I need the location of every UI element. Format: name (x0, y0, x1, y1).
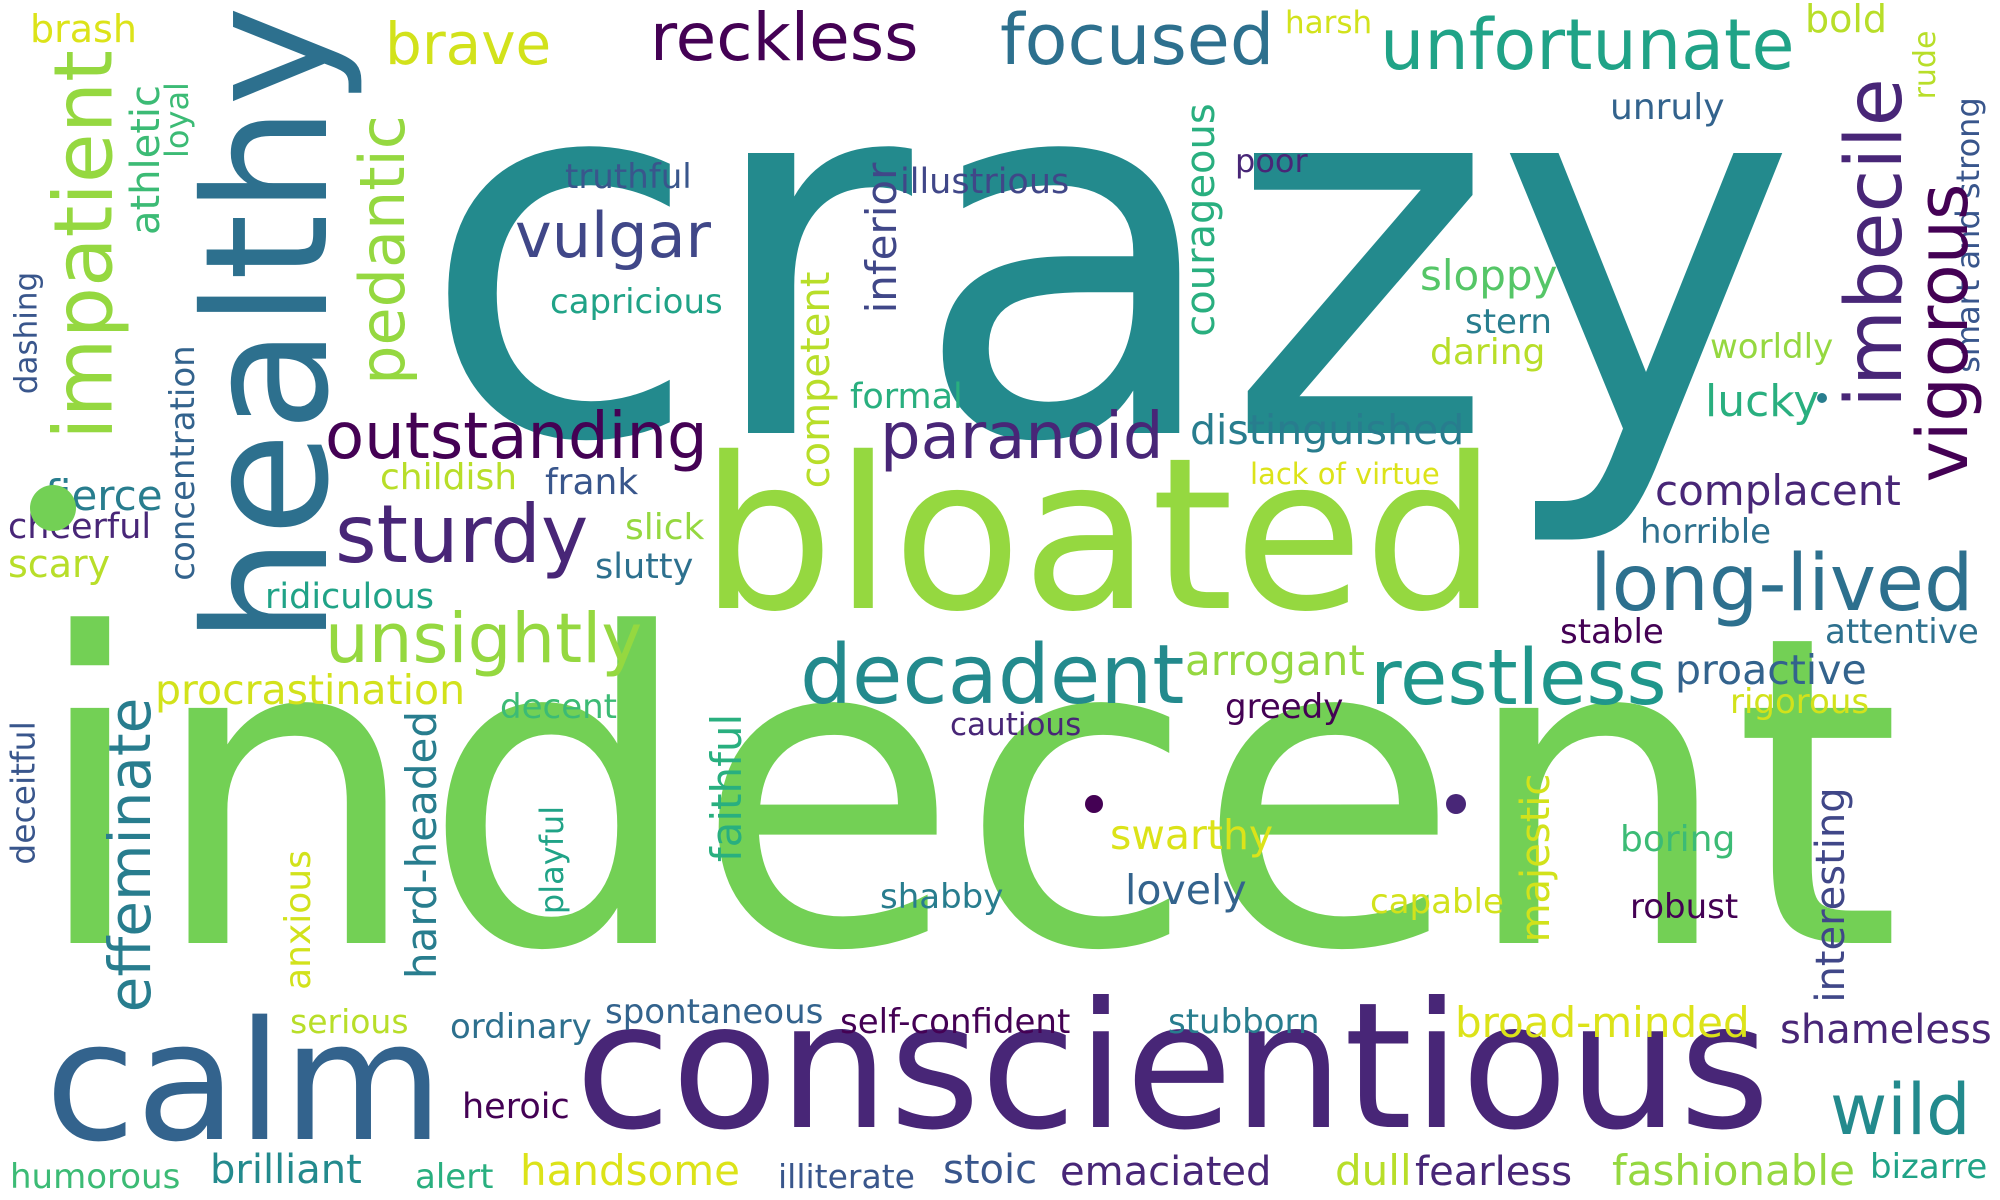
word-majestic: majestic (1516, 773, 1556, 942)
word-unruly: unruly (1610, 90, 1725, 126)
word-daring: daring (1430, 335, 1545, 371)
word-vigorous: vigorous (1908, 183, 1978, 482)
word-faithful: faithful (706, 713, 748, 861)
word-shabby: shabby (880, 880, 1003, 914)
word-self-confident: self-confident (840, 1005, 1070, 1039)
word-ordinary: ordinary (450, 1010, 592, 1044)
word-dashing: dashing (12, 271, 43, 393)
word-serious: serious (290, 1005, 409, 1038)
word-humorous: humorous (10, 1160, 180, 1194)
word-reckless: reckless (650, 5, 919, 71)
dot-far-right (1817, 393, 1827, 403)
word-restless: restless (1370, 640, 1667, 717)
dot-left (30, 485, 76, 531)
word-decadent: decadent (800, 635, 1184, 717)
word-stubborn: stubborn (1168, 1005, 1320, 1039)
word-handsome: handsome (520, 1150, 740, 1192)
word-inferior: inferior (861, 162, 903, 313)
word-spontaneous: spontaneous (605, 995, 823, 1029)
word-attentive: attentive (1825, 615, 1979, 649)
word-brash: brash (30, 10, 137, 48)
word-stoic: stoic (943, 1150, 1037, 1190)
word-slutty: slutty (595, 550, 693, 585)
dot-center (1085, 795, 1103, 813)
word-brave: brave (385, 15, 551, 73)
word-concentration: concentration (166, 345, 200, 580)
word-lack-of-virtue: lack of virtue (1250, 460, 1440, 489)
word-emaciated: emaciated (1060, 1152, 1271, 1192)
word-fearless: fearless (1415, 1152, 1572, 1192)
word-interesting: interesting (1811, 787, 1851, 1002)
word-impatient: impatient (45, 50, 126, 440)
word-decent: decent (500, 690, 617, 724)
word-distinguished: distinguished (1190, 410, 1464, 451)
word-alert: alert (415, 1160, 494, 1194)
word-bold: bold (1805, 0, 1887, 38)
word-vulgar: vulgar (515, 205, 711, 267)
dot-right (1446, 794, 1466, 814)
word-competent: competent (796, 272, 836, 489)
word-anxious: anxious (281, 850, 317, 990)
word-lucky: lucky (1705, 380, 1819, 424)
word-slick: slick (625, 510, 704, 546)
word-fashionable: fashionable (1612, 1150, 1855, 1192)
word-robust: robust (1630, 890, 1738, 924)
word-focused: focused (1000, 5, 1274, 75)
word-heroic: heroic (462, 1090, 570, 1125)
word-pedantic: pedantic (352, 115, 414, 385)
word-effeminate: effeminate (101, 698, 159, 1013)
word-broad-minded: broad-minded (1455, 1002, 1750, 1044)
word-brilliant: brilliant (210, 1150, 362, 1190)
word-paranoid: paranoid (880, 405, 1164, 469)
word-greedy: greedy (1225, 690, 1343, 724)
word-dull: dull (1335, 1150, 1412, 1192)
word-shameless: shameless (1780, 1010, 1992, 1050)
word-capable: capable (1370, 885, 1504, 919)
word-poor: poor (1235, 145, 1308, 177)
word-rigorous: rigorous (1730, 685, 1869, 719)
word-sturdy: sturdy (335, 495, 588, 575)
word-wild: wild (1830, 1075, 1971, 1145)
word-courageous: courageous (1181, 103, 1221, 336)
word-boring: boring (1620, 822, 1735, 858)
word-unsightly: unsightly (325, 605, 642, 674)
word-playful: playful (536, 806, 568, 914)
word-cautious: cautious (950, 710, 1081, 741)
word-swarthy: swarthy (1110, 815, 1273, 856)
word-hard-headed: hard-headed (401, 711, 443, 979)
word-arrogant: arrogant (1185, 640, 1365, 682)
word-cheerful: cheerful (8, 510, 151, 545)
word-scary: scary (8, 545, 110, 583)
word-truthful: truthful (565, 160, 692, 194)
word-harsh: harsh (1285, 8, 1372, 39)
word-healthy: healthy (183, 6, 353, 645)
word-procrastination: procrastination (155, 670, 465, 711)
word-worldly: worldly (1710, 330, 1833, 364)
word-bizarre: bizarre (1870, 1150, 1987, 1184)
word-sloppy: sloppy (1420, 255, 1557, 297)
word-illiterate: illiterate (778, 1160, 915, 1193)
word-complacent: complacent (1655, 470, 1901, 512)
word-lovely: lovely (1125, 870, 1247, 911)
word-deceitful: deceitful (7, 721, 40, 865)
word-illustrious: illustrious (900, 165, 1069, 200)
word-unfortunate: unfortunate (1380, 10, 1795, 80)
word-loyal: loyal (161, 82, 193, 158)
word-capricious: capricious (550, 285, 723, 319)
